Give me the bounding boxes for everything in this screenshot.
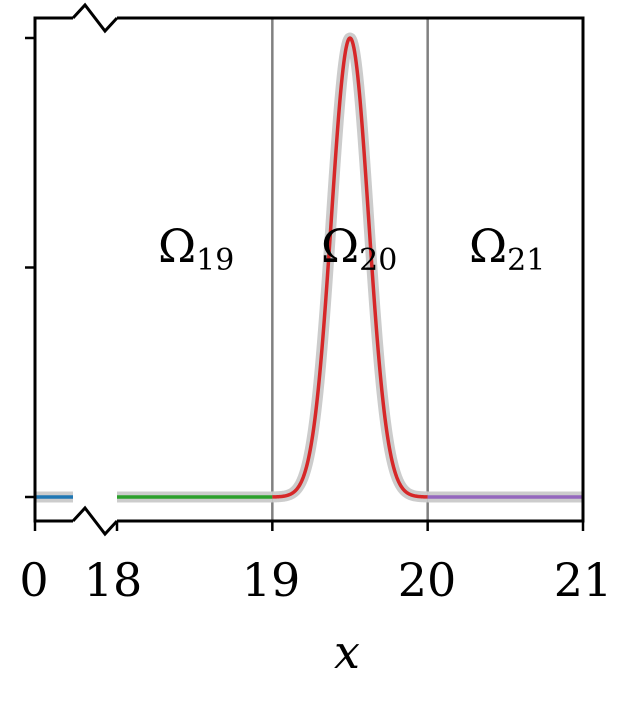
axes-frame-left	[33, 16, 73, 523]
axes-frame-right	[117, 16, 585, 523]
region-label-20-sub: 20	[359, 243, 397, 278]
region-label-19: Ω19	[158, 219, 234, 278]
plot-layer	[25, 2, 585, 537]
axis-break-mark-top	[71, 2, 119, 34]
x-tick-18: 18	[84, 553, 143, 607]
region-label-20-symbol: Ω	[321, 219, 359, 273]
region-label-19-symbol: Ω	[158, 219, 196, 273]
x-tick-19: 19	[242, 553, 301, 607]
x-tick-20: 20	[398, 553, 457, 607]
region-label-19-sub: 19	[196, 243, 234, 278]
x-axis-label: x	[334, 625, 360, 679]
region-label-21-symbol: Ω	[469, 219, 507, 273]
region-label-20: Ω20	[321, 219, 397, 278]
region-label-21-sub: 21	[507, 243, 545, 278]
region-label-21: Ω21	[469, 219, 545, 278]
axis-break-mark-bottom	[71, 505, 119, 537]
x-tick-0: 0	[19, 553, 48, 607]
series-line-2	[271, 36, 429, 499]
x-tick-21: 21	[554, 553, 613, 607]
